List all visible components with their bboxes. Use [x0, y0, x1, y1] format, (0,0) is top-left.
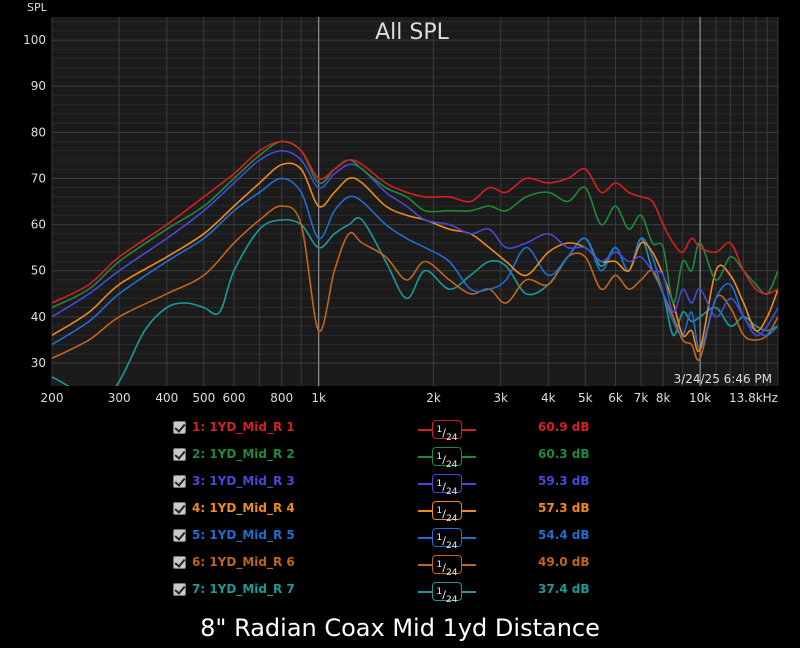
legend-row: 5: 1YD_Mid_R 5 1/24 54.4 dB	[172, 526, 612, 553]
legend-label: 3: 1YD_Mid_R 3	[192, 474, 295, 488]
series-line	[52, 140, 778, 309]
y-tick-label: 40	[31, 310, 46, 324]
series-checkbox[interactable]	[173, 448, 186, 461]
series-checkbox[interactable]	[173, 502, 186, 515]
smoothing-badge: 1/24	[432, 582, 462, 605]
y-tick-label: 50	[31, 264, 46, 278]
x-tick-label: 10k	[689, 391, 711, 405]
y-tick-label: 80	[31, 125, 46, 139]
series-checkbox[interactable]	[173, 475, 186, 488]
x-tick-label: 4k	[541, 391, 556, 405]
smoothing-badge: 1/24	[432, 447, 462, 470]
x-tick-label: 400	[155, 391, 178, 405]
series-line	[52, 216, 778, 386]
y-tick-label: 90	[31, 79, 46, 93]
y-tick-label: 100	[23, 33, 46, 47]
x-tick-label: 8k	[656, 391, 671, 405]
series-line	[52, 149, 778, 337]
ticks: 30 40 50 60 70 80 90 100 200 300 400 500 600 800 1k 2k 3…	[23, 33, 778, 405]
legend-label: 7: 1YD_Mid_R 7	[192, 582, 295, 596]
smoothing-control[interactable]: 1/24	[418, 528, 476, 551]
legend-label: 5: 1YD_Mid_R 5	[192, 528, 295, 542]
legend-row: 4: 1YD_Mid_R 4 1/24 57.3 dB	[172, 499, 612, 526]
x-tick-label: 800	[270, 391, 293, 405]
legend-row: 2: 1YD_Mid_R 2 1/24 60.3 dB	[172, 445, 612, 472]
smoothing-denominator: 24	[445, 512, 458, 524]
legend-value: 37.4 dB	[538, 582, 590, 596]
series-checkbox[interactable]	[173, 529, 186, 542]
spl-chart: 30 40 50 60 70 80 90 100 200 300 400 500 600 800 1k 2k 3…	[23, 1, 779, 405]
smoothing-numerator: 1	[436, 505, 443, 516]
legend: 1: 1YD_Mid_R 1 1/24 60.9 dB 2: 1YD_Mid_R 2 1…	[172, 418, 612, 607]
x-tick-label: 300	[108, 391, 131, 405]
smoothing-denominator: 24	[445, 485, 458, 497]
smoothing-control[interactable]: 1/24	[418, 501, 476, 524]
smoothing-denominator: 24	[445, 458, 458, 470]
smoothing-badge: 1/24	[432, 420, 462, 443]
smoothing-badge: 1/24	[432, 528, 462, 551]
smoothing-control[interactable]: 1/24	[418, 447, 476, 470]
caption: 8" Radian Coax Mid 1yd Distance	[200, 614, 600, 642]
smoothing-control[interactable]: 1/24	[418, 555, 476, 578]
timestamp: 3/24/25 6:46 PM	[674, 372, 772, 386]
smoothing-denominator: 24	[445, 593, 458, 605]
x-tick-label: 6k	[608, 391, 623, 405]
legend-value: 49.0 dB	[538, 555, 590, 569]
smoothing-numerator: 1	[436, 559, 443, 570]
legend-label: 4: 1YD_Mid_R 4	[192, 501, 295, 515]
x-tick-label: 2k	[426, 391, 441, 405]
chart-title: All SPL	[375, 20, 449, 45]
smoothing-numerator: 1	[436, 451, 443, 462]
smoothing-denominator: 24	[445, 539, 458, 551]
series-checkbox[interactable]	[173, 421, 186, 434]
series-line	[52, 177, 778, 350]
x-tick-label: 600	[223, 391, 246, 405]
smoothing-control[interactable]: 1/24	[418, 420, 476, 443]
series-line	[52, 205, 778, 361]
series-checkbox[interactable]	[173, 583, 186, 596]
x-tick-label: 13.8kHz	[729, 391, 778, 405]
smoothing-control[interactable]: 1/24	[418, 474, 476, 497]
y-axis-label: SPL	[27, 1, 48, 14]
smoothing-control[interactable]: 1/24	[418, 582, 476, 605]
legend-value: 60.9 dB	[538, 420, 590, 434]
smoothing-badge: 1/24	[432, 555, 462, 578]
legend-label: 1: 1YD_Mid_R 1	[192, 420, 295, 434]
grid	[51, 17, 779, 386]
legend-label: 2: 1YD_Mid_R 2	[192, 447, 295, 461]
legend-value: 59.3 dB	[538, 474, 590, 488]
y-tick-label: 70	[31, 171, 46, 185]
smoothing-numerator: 1	[436, 478, 443, 489]
smoothing-denominator: 24	[445, 566, 458, 578]
x-tick-label: 3k	[493, 391, 508, 405]
legend-value: 54.4 dB	[538, 528, 590, 542]
series-line	[52, 140, 778, 304]
smoothing-numerator: 1	[436, 586, 443, 597]
x-tick-label: 7k	[634, 391, 649, 405]
legend-row: 6: 1YD_Mid_R 6 1/24 49.0 dB	[172, 553, 612, 580]
legend-row: 1: 1YD_Mid_R 1 1/24 60.9 dB	[172, 418, 612, 445]
y-tick-label: 60	[31, 218, 46, 232]
legend-label: 6: 1YD_Mid_R 6	[192, 555, 295, 569]
x-tick-label: 200	[41, 391, 64, 405]
legend-row: 3: 1YD_Mid_R 3 1/24 59.3 dB	[172, 472, 612, 499]
series-checkbox[interactable]	[173, 556, 186, 569]
smoothing-badge: 1/24	[432, 474, 462, 497]
plot-background	[52, 17, 778, 386]
legend-value: 60.3 dB	[538, 447, 590, 461]
x-tick-label: 1k	[311, 391, 326, 405]
x-tick-label: 500	[192, 391, 215, 405]
smoothing-denominator: 24	[445, 431, 458, 443]
y-tick-label: 30	[31, 356, 46, 370]
legend-row: 7: 1YD_Mid_R 7 1/24 37.4 dB	[172, 580, 612, 607]
smoothing-badge: 1/24	[432, 501, 462, 524]
smoothing-numerator: 1	[436, 532, 443, 543]
series-layer	[52, 140, 778, 386]
smoothing-numerator: 1	[436, 424, 443, 435]
series-line	[52, 162, 778, 353]
x-tick-label: 5k	[578, 391, 593, 405]
legend-value: 57.3 dB	[538, 501, 590, 515]
